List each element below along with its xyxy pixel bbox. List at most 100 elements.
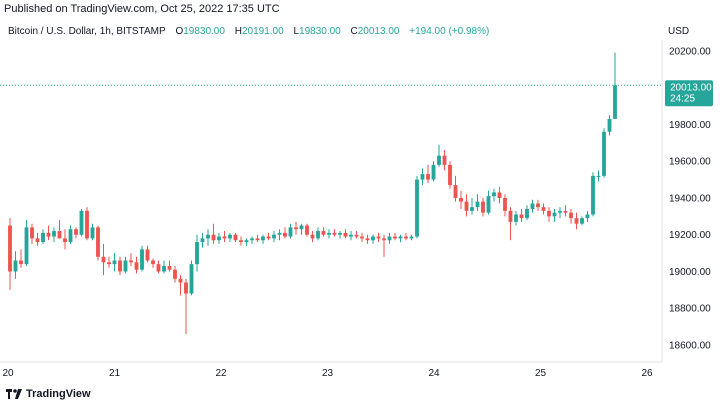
close-value: 20013.00 [357, 26, 400, 37]
x-tick-label: 24 [428, 368, 440, 379]
candle-body [112, 260, 117, 265]
tradingview-logo-icon [6, 389, 22, 399]
candle-body [464, 201, 469, 211]
high-label: H [234, 26, 242, 37]
candle-body [409, 236, 414, 239]
x-tick-label: 26 [641, 368, 653, 379]
candle-body [492, 192, 496, 197]
candle-body [305, 225, 309, 235]
candle-body [35, 238, 40, 243]
candle-body [514, 214, 518, 222]
candle-body [41, 232, 45, 243]
candle-body [134, 262, 139, 270]
candle-body [217, 236, 221, 241]
candle-body [19, 260, 23, 265]
open-value: 19830.00 [183, 26, 225, 37]
candle-body [365, 238, 370, 241]
low-label: L [293, 26, 300, 37]
candle-body [140, 249, 144, 270]
candle-body [508, 210, 513, 222]
candle-body [74, 229, 78, 235]
x-tick-label: 23 [322, 368, 334, 379]
y-tick-label: 19200.00 [669, 230, 711, 241]
candle-body [343, 232, 348, 237]
candle-body [602, 131, 606, 176]
x-tick-label: 22 [215, 368, 227, 379]
candle-body [481, 201, 485, 213]
candle-body [79, 210, 84, 235]
candle-body [107, 262, 111, 265]
candle-body [250, 238, 254, 241]
open-label: O [175, 26, 184, 37]
candle-body [547, 210, 551, 217]
candle-body [310, 234, 315, 239]
candle-body [266, 236, 271, 239]
candle-body [123, 260, 128, 272]
candle-body [596, 175, 601, 177]
last-price-tag: 20013.00 24:25 [665, 80, 713, 107]
candle-body [360, 236, 364, 239]
candle-body [437, 155, 441, 165]
candle-body [178, 278, 183, 283]
candle-body [90, 227, 95, 239]
candle-body [24, 227, 29, 265]
candle-body [459, 197, 463, 202]
candle-body [519, 214, 524, 219]
candle-body [321, 231, 326, 235]
currency-label: USD [668, 26, 690, 37]
candle-body [96, 227, 100, 257]
candle-body [211, 234, 216, 241]
candle-body [371, 236, 375, 241]
candle-body [580, 218, 584, 224]
candle-body [338, 232, 342, 235]
candle-body [101, 256, 106, 263]
candle-body [129, 260, 133, 263]
x-tick-label: 21 [109, 368, 121, 379]
candle-body [8, 225, 12, 272]
candle-body [398, 236, 403, 239]
symbol-legend: Bitcoin / U.S. Dollar, 1h, BITSTAMP O198… [8, 26, 489, 37]
candle-body [167, 265, 172, 270]
candle-body [200, 238, 205, 243]
candle-body [151, 260, 155, 265]
candle-body [195, 242, 199, 265]
candle-body [404, 236, 408, 239]
candle-body [382, 238, 386, 241]
candle-body [486, 196, 491, 213]
candle-body [327, 232, 331, 235]
candle-body [387, 236, 392, 241]
candle-body [118, 260, 122, 272]
candle-body [349, 234, 353, 237]
candle-body [376, 236, 381, 239]
symbol-name: Bitcoin / U.S. Dollar, 1h, BITSTAMP [8, 26, 166, 37]
candle-body [497, 192, 502, 198]
candle-body [415, 179, 419, 237]
y-tick-label: 19600.00 [669, 157, 711, 168]
candle-body [30, 227, 34, 239]
change-value: +194.00 (+0.98%) [409, 26, 490, 37]
candle-body [228, 234, 232, 239]
brand-name: TradingView [26, 388, 91, 400]
candle-body [426, 174, 430, 180]
candle-body [316, 231, 320, 239]
candle-body [162, 265, 166, 272]
candle-body [13, 260, 18, 272]
candle-body [585, 214, 590, 219]
candle-body [261, 236, 265, 241]
candle-body [299, 225, 304, 230]
candle-body [222, 236, 227, 239]
candle-body [332, 232, 337, 235]
candle-body [591, 175, 595, 215]
x-axis-ticks: 20 21 22 23 24 25 26 [2, 368, 653, 379]
candle-body [52, 231, 56, 237]
candle-body [530, 203, 535, 209]
candle-body [552, 212, 557, 217]
candle-body [503, 197, 507, 211]
y-tick-label: 19400.00 [669, 193, 711, 204]
y-tick-label: 19000.00 [669, 267, 711, 278]
y-tick-label: 19800.00 [669, 120, 711, 131]
candle-body [354, 234, 359, 237]
candle-body [431, 164, 436, 180]
candle-body [574, 218, 579, 224]
